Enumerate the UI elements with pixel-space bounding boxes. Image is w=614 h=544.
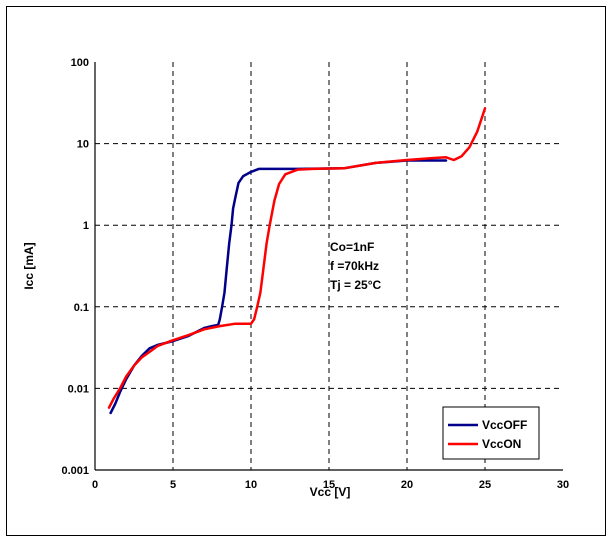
series-line-vccon (107, 107, 487, 409)
tick-labels: 0 5 10 15 20 25 30 0.001 0.01 0.1 1 10 100 (61, 57, 569, 491)
legend-box (442, 406, 540, 460)
legend-label-vccoff: VccOFF (482, 418, 527, 432)
legend: VccOFF VccON (442, 406, 540, 460)
x-tick-label: 25 (479, 479, 491, 491)
series-line-vccoff (109, 159, 448, 415)
x-axis-title: Vcc [V] (310, 485, 351, 499)
y-tick-label: 1 (83, 220, 89, 232)
grid (94, 62, 563, 471)
x-tick-label: 5 (170, 479, 176, 491)
annotation-temp: Tj = 25°C (330, 278, 381, 292)
series-layer (107, 107, 487, 415)
y-tick-label: 10 (77, 139, 89, 151)
y-tick-label: 0.001 (61, 465, 89, 477)
y-axis-title: Icc [mA] (22, 242, 36, 289)
x-tick-label: 15 (323, 479, 335, 491)
x-tick-label: 20 (401, 479, 413, 491)
x-tick-label: 0 (92, 479, 98, 491)
legend-label-vccon: VccON (482, 437, 521, 451)
y-tick-label: 100 (71, 57, 89, 69)
y-tick-label: 0.1 (74, 302, 89, 314)
annotation-freq: f =70kHz (330, 259, 379, 273)
y-tick-label: 0.01 (68, 383, 89, 395)
annotation-co: Co=1nF (330, 240, 374, 254)
x-tick-label: 30 (557, 479, 569, 491)
x-tick-label: 10 (245, 479, 257, 491)
